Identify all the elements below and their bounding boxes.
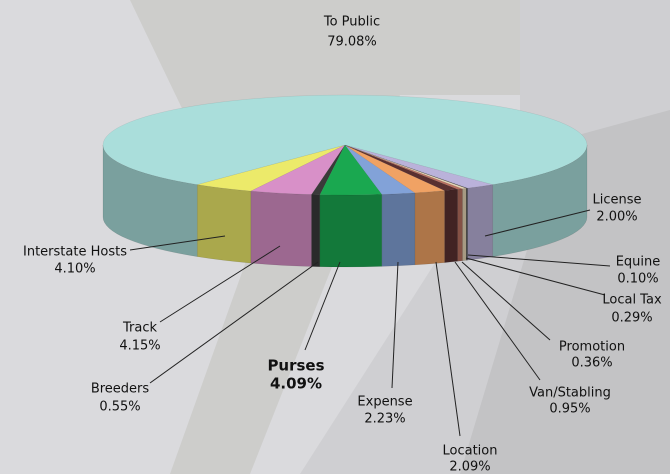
pie-slice xyxy=(319,144,383,196)
leader-line xyxy=(149,261,319,384)
pie-side xyxy=(462,187,467,261)
pie-slice xyxy=(249,144,346,195)
pie-slice xyxy=(344,144,468,189)
pie xyxy=(102,94,588,268)
pie-side xyxy=(467,184,494,261)
category-label: Promotion xyxy=(559,340,625,355)
category-label: Breeders xyxy=(91,382,150,397)
category-label: Local Tax xyxy=(602,293,662,308)
pie-slice xyxy=(311,144,346,195)
value-label: 4.09% xyxy=(270,375,322,393)
value-label: 2.23% xyxy=(364,412,405,427)
value-label: 4.10% xyxy=(54,262,95,277)
leader-line xyxy=(304,261,341,351)
pie-side xyxy=(457,188,463,262)
leader-line xyxy=(484,209,591,237)
pie-side xyxy=(250,190,312,267)
value-label: 2.09% xyxy=(449,460,490,474)
value-label: 0.10% xyxy=(617,272,658,287)
pie-slice xyxy=(344,144,416,195)
value-label: 0.36% xyxy=(571,356,612,371)
value-label: 0.95% xyxy=(549,402,590,417)
pie-slice xyxy=(344,144,463,190)
pie-side xyxy=(381,192,416,267)
leader-line xyxy=(391,261,399,389)
labels: Interstate Hosts 4.10% Track 4.15% Breeders 0… xyxy=(23,15,662,474)
category-label: Location xyxy=(443,444,498,459)
leader-line xyxy=(129,235,226,251)
pie-slice xyxy=(102,94,588,185)
category-label: License xyxy=(592,193,641,208)
leader-line xyxy=(465,257,606,296)
leader-line xyxy=(435,261,461,437)
category-label: Purses xyxy=(267,357,324,375)
pie-slice xyxy=(344,144,446,194)
category-label: Expense xyxy=(357,395,412,410)
pie-side xyxy=(466,187,468,261)
pie-slice xyxy=(344,144,493,189)
leader-line xyxy=(461,261,551,341)
value-label: 0.55% xyxy=(99,400,140,415)
leader-line xyxy=(454,261,541,381)
pie-side xyxy=(319,194,383,268)
pie-slice xyxy=(344,144,467,189)
pie-slice xyxy=(197,144,346,192)
pie-side xyxy=(414,190,445,266)
pie-side xyxy=(311,194,321,267)
value-label: 79.08% xyxy=(327,35,377,50)
leader-line xyxy=(467,254,611,267)
category-label: Van/Stabling xyxy=(529,386,611,401)
category-label: Equine xyxy=(616,255,661,270)
category-label: To Public xyxy=(323,15,380,30)
value-label: 4.15% xyxy=(119,339,160,354)
pie-side xyxy=(444,188,458,263)
category-label: Interstate Hosts xyxy=(23,245,127,260)
pie-side xyxy=(196,184,252,264)
leader-line xyxy=(159,245,281,323)
background-shape xyxy=(460,110,670,474)
pie-slice xyxy=(344,144,458,191)
category-label: Track xyxy=(122,321,157,336)
value-label: 0.29% xyxy=(611,311,652,326)
value-label: 2.00% xyxy=(596,210,637,225)
